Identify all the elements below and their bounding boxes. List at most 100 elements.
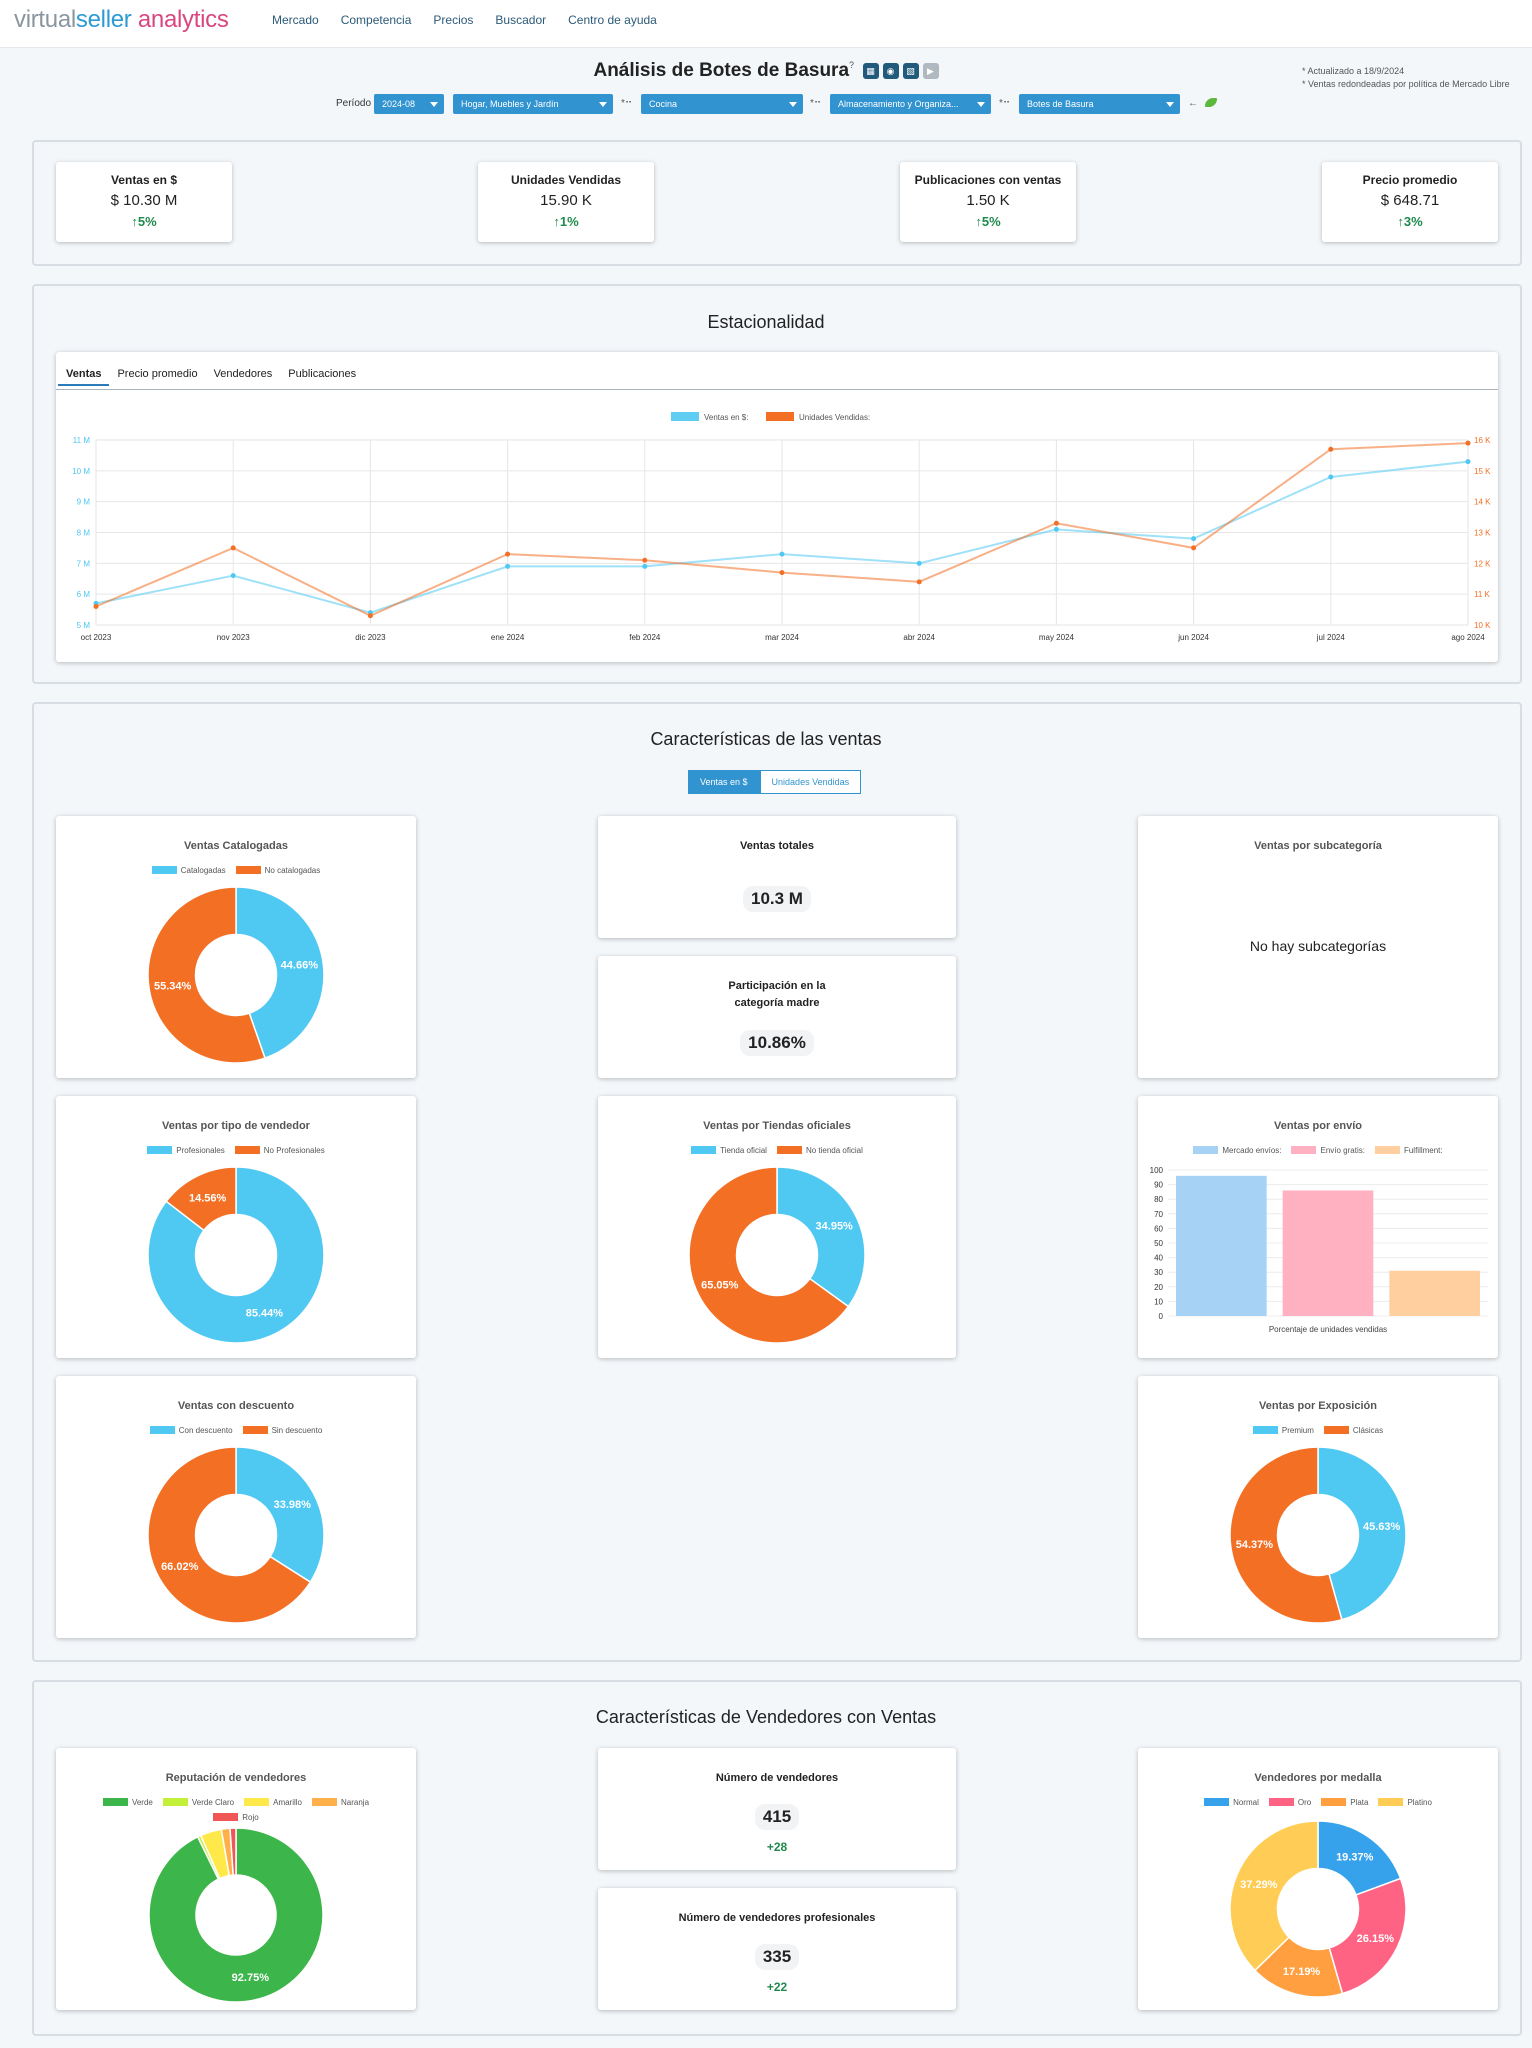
legend-item[interactable]: Oro [1268,1798,1312,1807]
donut-chart: 92.75% [148,1827,324,2003]
kpi-title: Publicaciones con ventas [914,173,1062,187]
participacion-value: 10.86% [740,1030,814,1056]
toggle-unidades[interactable]: Unidades Vendidas [759,770,862,794]
x-tick: feb 2024 [629,633,661,642]
legend-item[interactable]: Mercado envíos: [1193,1146,1281,1155]
note-updated: * Actualizado a 18/9/2024 [1302,66,1405,76]
category-4-select[interactable]: Botes de Basura [1019,94,1180,114]
chevron-down-icon [1166,102,1174,107]
y-tick-right: 13 K [1474,529,1491,538]
toggle-ventas[interactable]: Ventas en $ [688,770,760,794]
nav-buscador[interactable]: Buscador [495,13,547,27]
legend-label: Verde Claro [191,1798,235,1807]
nav-precios[interactable]: Precios [433,13,474,27]
back-arrow-icon[interactable]: ← [1188,98,1198,109]
tab-ventas[interactable]: Ventas [58,364,110,386]
category-2-select[interactable]: Cocina [641,94,803,114]
legend-item[interactable]: Plata [1321,1798,1368,1807]
num-vendedores-value: 415 [754,1804,800,1830]
video-icon[interactable]: ▶ [922,63,939,79]
chart-title: Ventas por Exposición [1259,1400,1377,1412]
nav-centro-ayuda[interactable]: Centro de ayuda [568,13,657,27]
legend-label: No catalogadas [264,866,321,875]
top-bar: virtualseller analytics Mercado Competen… [0,0,1532,48]
legend-item[interactable]: Platino [1378,1798,1432,1807]
kpi-publicaciones: Publicaciones con ventas 1.50 K ↑5% [900,162,1076,242]
ventas-point [505,563,511,569]
donut-slice [229,1827,237,1876]
info-icon[interactable]: ? [849,60,855,70]
unidades-point [505,551,511,557]
legend-label: Con descuento [178,1426,233,1435]
y-tick-left: 11 M [73,436,91,445]
legend-item[interactable]: Con descuento [149,1426,233,1435]
donut-slice [147,1166,325,1344]
legend-item[interactable]: Catalogadas [151,866,226,875]
page-header: Análisis de Botes de Basura? ▦ ◉ ▧ ▶ [0,60,1532,82]
legend-item[interactable]: Rojo [213,1813,259,1822]
big-value: 415 [598,1804,956,1830]
y-tick-left: 6 M [77,590,91,599]
y-tick-right: 11 K [1474,590,1491,599]
legend-item[interactable]: No tienda oficial [776,1146,863,1155]
legend-item[interactable]: Normal [1204,1798,1259,1807]
donut-chart: 19.37% 26.15% 17.19% 37.29% [1229,1820,1407,1998]
slice-label: 19.37% [1336,1851,1374,1863]
calendar-icon[interactable]: ▧ [902,63,919,79]
nav-competencia[interactable]: Competencia [340,13,412,27]
kpi-change: ↑1% [553,214,579,229]
big-value: 335 [598,1944,956,1970]
tab-precio-promedio[interactable]: Precio promedio [117,368,198,380]
legend-item[interactable]: Clásicas [1323,1426,1383,1435]
legend-item[interactable]: Amarillo [244,1798,302,1807]
kpi-change: ↑3% [1397,214,1423,229]
kpi-section [32,140,1522,266]
leaf-icon[interactable] [1205,98,1217,107]
big-value: 10.3 M [598,886,956,912]
legend-item[interactable]: Verde [102,1798,153,1807]
slice-label: 92.75% [232,1972,270,1984]
legend-item[interactable]: Tienda oficial [691,1146,767,1155]
legend-item[interactable]: Sin descuento [242,1426,322,1435]
unidades-point [230,545,236,551]
card-num-profesionales: Número de vendedores profesionales 335 +… [598,1888,956,2010]
users-icon[interactable]: ◉ [882,63,899,79]
legend-item[interactable]: Verde Claro [162,1798,235,1807]
donut-slice [165,1166,237,1232]
category-3-select[interactable]: Almacenamiento y Organiza... [830,94,991,114]
map-icon[interactable]: ▦ [862,63,879,79]
card-title: Número de vendedores [715,1772,839,1784]
y-tick: 20 [1154,1283,1163,1292]
chart-legend: Tienda oficial No tienda oficial [598,1146,956,1155]
legend-item[interactable]: Premium [1252,1426,1314,1435]
legend-item[interactable]: Fulfillment: [1374,1146,1443,1155]
slice-label: 44.66% [281,959,319,971]
donut-slice [148,1827,324,2003]
legend-label: Amarillo [273,1798,303,1807]
x-tick: oct 2023 [81,633,112,642]
donut-slice [776,1166,866,1308]
legend-item[interactable]: Naranja [312,1798,369,1807]
legend-item[interactable]: No Profesionales [234,1146,325,1155]
tab-vendedores[interactable]: Vendedores [213,368,273,380]
legend-label: Envío gratis: [1320,1146,1365,1155]
x-tick: may 2024 [1039,633,1075,642]
slice-label: 55.34% [154,981,192,993]
legend-item[interactable]: Profesionales [147,1146,225,1155]
card-title-line1: Participación en la [728,980,826,992]
chevron-down-icon [599,102,607,107]
kpi-change: ↑5% [131,214,157,229]
category-1-select[interactable]: Hogar, Muebles y Jardín [453,94,613,114]
legend-item[interactable]: Envío gratis: [1291,1146,1365,1155]
hierarchy-icon: *⠒ [621,98,633,109]
logo[interactable]: virtualseller analytics [14,6,229,34]
y-tick-right: 14 K [1474,498,1491,507]
slice-label: 14.56% [189,1192,227,1204]
legend-label: Rojo [242,1813,259,1822]
legend-item[interactable]: No catalogadas [235,866,321,875]
tab-publicaciones[interactable]: Publicaciones [288,368,357,380]
periodo-select[interactable]: 2024-08 [374,94,444,114]
nav-mercado[interactable]: Mercado [272,13,319,27]
legend-label: Oro [1297,1798,1312,1807]
legend-label: Mercado envíos: [1222,1146,1282,1155]
